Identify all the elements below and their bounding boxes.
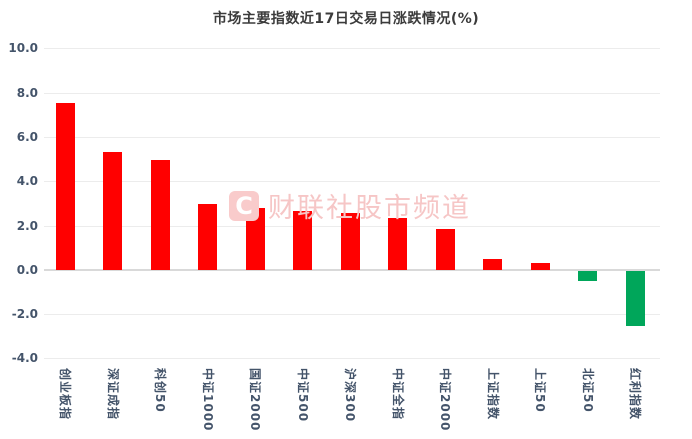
x-axis-tick-label: 红利指数 [628, 368, 642, 421]
bar-沪深300 [340, 213, 360, 270]
x-axis-tick-label: 深证成指 [105, 368, 120, 421]
y-axis-tick-label: 8.0 [16, 85, 38, 100]
y-axis-tick-label: -2.0 [11, 307, 38, 322]
bar-深证成指 [103, 152, 122, 270]
x-axis-tick-label: 科创50 [153, 368, 167, 413]
bar-北证50 [578, 270, 597, 281]
gridline [44, 314, 660, 316]
y-axis-tick-label: -4.0 [11, 351, 38, 366]
gridline [44, 48, 660, 50]
bar-中证全指 [388, 217, 407, 270]
bar-中证1000 [198, 204, 217, 270]
x-axis-tick-label: 上证50 [533, 368, 547, 413]
y-axis-tick-label: 4.0 [16, 174, 38, 189]
x-axis-tick-label: 沪深300 [343, 368, 357, 423]
chart-title: 市场主要指数近17日交易日涨跌情况(%) [212, 11, 480, 27]
gridline [44, 92, 660, 94]
y-axis-tick-label: 10.0 [8, 41, 38, 56]
y-axis-tick-label: 6.0 [16, 129, 38, 144]
bar-上证指数 [483, 258, 502, 270]
bar-中证2000 [435, 228, 455, 270]
x-axis-tick-label: 北证50 [580, 368, 595, 413]
x-axis-tick-label: 创业板指 [58, 368, 72, 421]
x-axis-tick-label: 上证指数 [485, 368, 500, 421]
y-axis-tick-label: 0.0 [16, 262, 38, 277]
gridline [44, 181, 660, 183]
x-axis-tick-label: 中证1000 [200, 368, 215, 432]
bar-科创50 [150, 160, 170, 270]
x-axis-tick-label: 国证2000 [248, 368, 262, 432]
bar-中证500 [293, 211, 312, 270]
bar-创业板指 [55, 102, 75, 270]
bar-红利指数 [625, 270, 645, 327]
bar-上证50 [530, 263, 550, 270]
bar-国证2000 [245, 207, 265, 270]
gridline [44, 136, 660, 138]
gridline [44, 358, 660, 360]
zero-axis-line [44, 268, 660, 271]
x-axis-tick-label: 中证全指 [390, 368, 405, 421]
y-axis-tick-label: 2.0 [16, 218, 38, 233]
x-axis-tick-label: 中证500 [295, 368, 310, 423]
x-axis-tick-label: 中证2000 [438, 368, 452, 432]
